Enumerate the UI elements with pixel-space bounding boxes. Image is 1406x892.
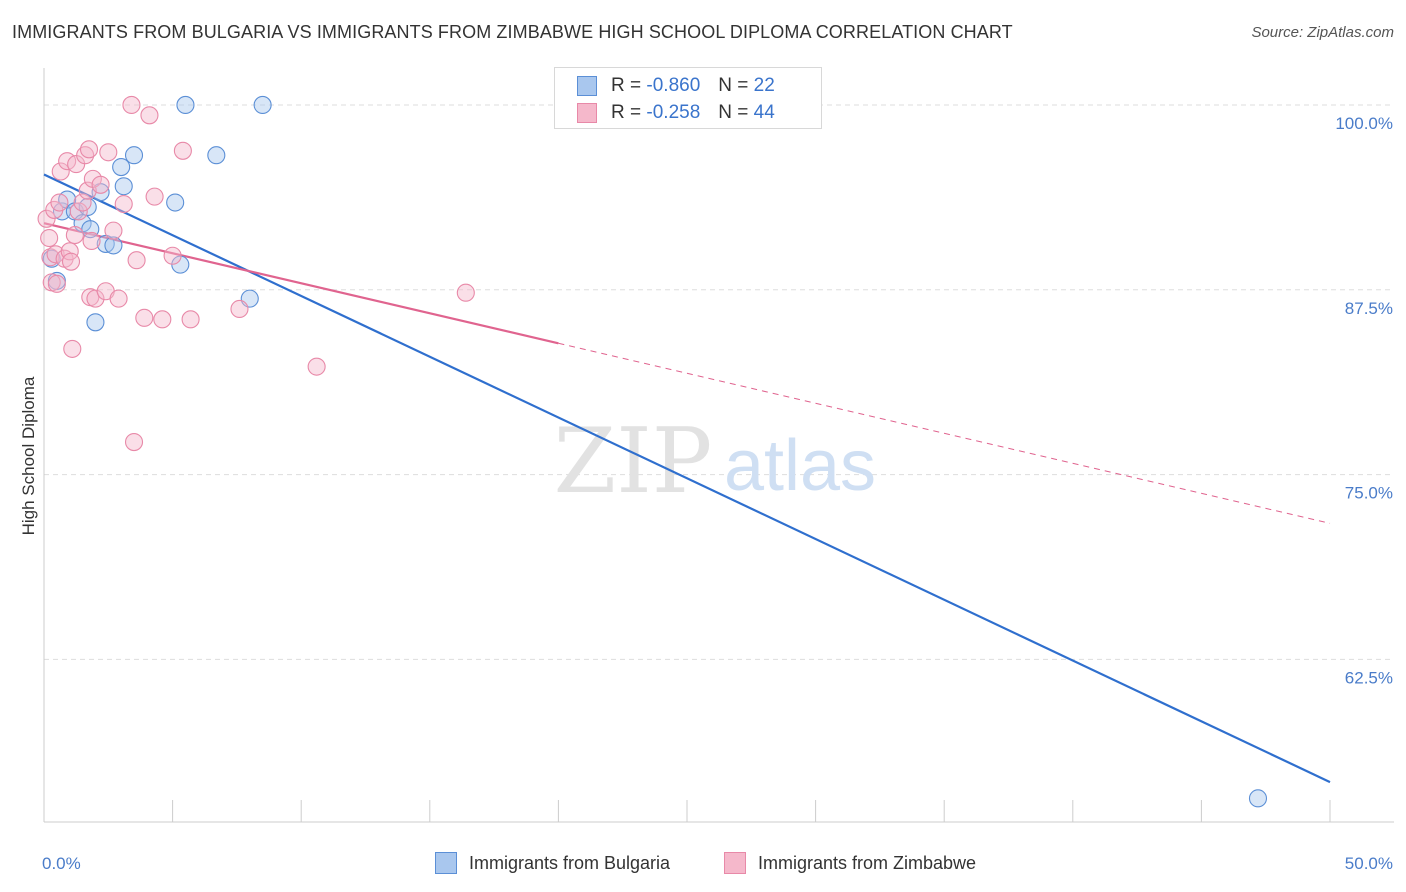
point-zimbabwe [86, 289, 105, 308]
legend-swatch-zimbabwe [724, 852, 746, 874]
watermark-atlas: atlas [724, 426, 876, 506]
point-bulgaria [112, 158, 131, 177]
stats-legend-row-bulgaria: R = -0.860 N = 22 [577, 74, 775, 98]
point-zimbabwe [135, 308, 154, 327]
point-zimbabwe [153, 310, 172, 329]
point-zimbabwe [50, 193, 69, 212]
y-axis-label: High School Diploma [19, 376, 38, 535]
n-label: N = [718, 75, 749, 96]
legend-swatch-bulgaria [577, 76, 597, 96]
y-tick-label: 62.5% [1345, 668, 1393, 687]
source-label: Source: ZipAtlas.com [1251, 24, 1394, 41]
n-value: 44 [753, 102, 775, 123]
trend-line-zimbabwe [43, 222, 559, 345]
point-zimbabwe [145, 187, 164, 206]
y-tick-label: 100.0% [1335, 114, 1393, 133]
point-zimbabwe [41, 248, 60, 267]
watermark: ZIP atlas [554, 409, 876, 514]
series-legend-zimbabwe[interactable]: Immigrants from Zimbabwe [724, 852, 976, 874]
point-zimbabwe [47, 274, 66, 293]
point-bulgaria [207, 146, 226, 165]
r-value: -0.860 [646, 75, 701, 96]
x-tick-label: 50.0% [1345, 854, 1393, 873]
point-bulgaria [124, 146, 144, 165]
stats-legend-row-zimbabwe: R = -0.258 N = 44 [577, 101, 775, 125]
y-tick-label: 87.5% [1345, 299, 1393, 318]
legend-swatch-bulgaria [435, 852, 457, 874]
point-zimbabwe [40, 228, 59, 248]
axes [43, 68, 1394, 823]
point-zimbabwe [163, 246, 182, 265]
point-zimbabwe [69, 202, 88, 221]
r-value: -0.258 [646, 102, 701, 123]
point-zimbabwe [456, 283, 475, 302]
point-zimbabwe [181, 310, 200, 329]
point-zimbabwe [114, 194, 133, 214]
stats-legend: R = -0.860 N = 22 R = -0.258 N = 44 [554, 67, 822, 129]
chart-title: IMMIGRANTS FROM BULGARIA VS IMMIGRANTS F… [12, 22, 1013, 42]
point-zimbabwe [61, 252, 81, 271]
point-zimbabwe [82, 231, 101, 251]
point-zimbabwe [99, 143, 118, 162]
point-bulgaria [96, 234, 115, 253]
r-label: R = [611, 102, 642, 123]
series-legend-label: Immigrants from Zimbabwe [758, 852, 977, 873]
point-zimbabwe [65, 226, 84, 245]
point-zimbabwe [104, 221, 123, 240]
point-bulgaria [1248, 789, 1268, 808]
series-legend-label: Immigrants from Bulgaria [469, 852, 671, 873]
point-bulgaria [104, 236, 123, 255]
point-zimbabwe [307, 357, 326, 376]
y-tick-labels: 100.0% 87.5% 75.0% 62.5% [1335, 114, 1393, 687]
point-zimbabwe [124, 432, 144, 452]
point-zimbabwe [230, 299, 249, 319]
x-tick-label: 0.0% [42, 854, 81, 873]
r-label: R = [611, 75, 642, 96]
point-bulgaria [86, 313, 105, 332]
n-label: N = [718, 102, 749, 123]
grid-lines [44, 104, 1394, 660]
series-legend-bulgaria[interactable]: Immigrants from Bulgaria [435, 852, 670, 874]
trend-lines [43, 173, 1331, 784]
point-bulgaria [176, 95, 195, 115]
point-zimbabwe [51, 162, 70, 181]
trend-line-bulgaria [43, 173, 1331, 784]
point-zimbabwe [140, 106, 159, 125]
n-value: 22 [753, 75, 775, 96]
point-zimbabwe [127, 251, 146, 270]
watermark-zip: ZIP [554, 409, 713, 514]
point-zimbabwe [63, 339, 82, 358]
data-points [37, 95, 1268, 808]
point-zimbabwe [91, 175, 110, 194]
legend-swatch-zimbabwe [577, 103, 597, 123]
y-tick-label: 75.0% [1345, 484, 1393, 503]
series-legend: Immigrants from Bulgaria Immigrants from… [0, 852, 1406, 878]
point-bulgaria [166, 193, 185, 212]
point-zimbabwe [109, 289, 128, 308]
point-zimbabwe [173, 141, 192, 160]
point-zimbabwe [79, 140, 99, 159]
point-zimbabwe [46, 245, 65, 264]
point-zimbabwe [122, 95, 141, 115]
x-tick-labels: 0.0% 50.0% [42, 854, 1393, 873]
point-zimbabwe [73, 193, 92, 212]
point-bulgaria [114, 177, 133, 196]
point-bulgaria [253, 95, 272, 115]
trend-line-extension [558, 342, 1331, 524]
